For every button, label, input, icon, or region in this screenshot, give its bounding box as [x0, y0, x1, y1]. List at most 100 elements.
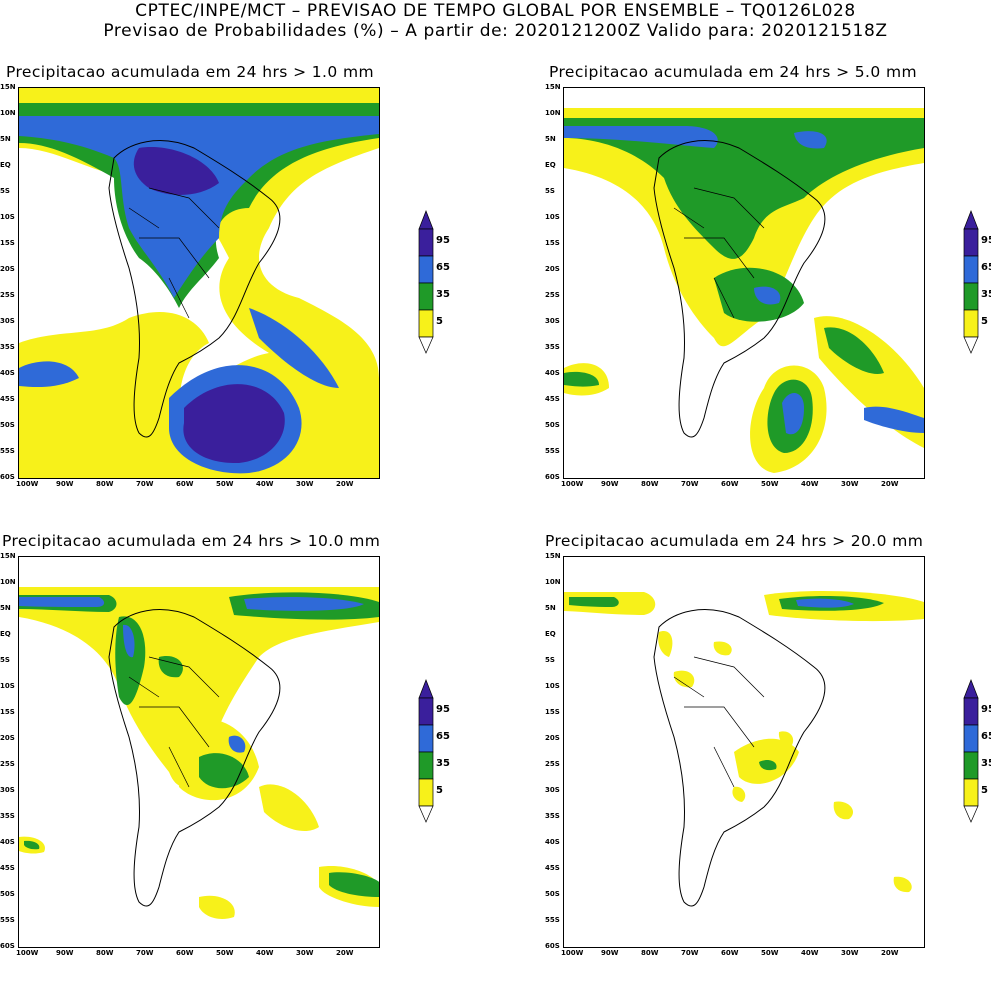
prob-band-35: [564, 118, 924, 259]
lon-label: 50W: [216, 949, 234, 957]
lon-label: 100W: [16, 949, 39, 957]
color-legend: 95 65 35 5: [963, 209, 991, 359]
legend-label: 95: [436, 704, 450, 715]
lon-label: 30W: [296, 480, 314, 488]
lat-label: 45S: [545, 395, 560, 403]
lat-label: 15N: [545, 83, 561, 91]
lon-label: 90W: [56, 480, 74, 488]
coastline: [108, 609, 281, 907]
lat-label: 10N: [545, 578, 561, 586]
lat-label: 5N: [0, 604, 11, 612]
probability-map: [19, 587, 379, 919]
border-lines: [128, 656, 220, 788]
legend-label: 35: [436, 758, 450, 769]
prob-band-35: [759, 759, 777, 771]
lat-label: 35S: [0, 812, 15, 820]
lat-label: 5N: [545, 604, 556, 612]
lon-label: 30W: [841, 949, 859, 957]
map-area: [18, 556, 380, 948]
lat-label: 20S: [0, 265, 15, 273]
legend-label: 65: [981, 731, 991, 742]
prob-band-95: [133, 147, 219, 195]
legend-label: 65: [436, 731, 450, 742]
lat-label: 25S: [545, 760, 560, 768]
border-lines: [673, 656, 765, 788]
lon-label: 40W: [801, 949, 819, 957]
lat-label: 50S: [545, 421, 560, 429]
lon-label: 80W: [641, 480, 659, 488]
lat-label: 55S: [545, 447, 560, 455]
border-lines: [128, 187, 220, 319]
legend-label: 5: [981, 316, 988, 327]
prob-band-5: [658, 631, 673, 657]
legend-label: 65: [981, 262, 991, 273]
prob-band-5: [259, 784, 319, 832]
panel-2: Precipitacao acumulada em 24 hrs > 5.0 m…: [545, 63, 991, 533]
legend-label: 95: [436, 235, 450, 246]
legend-label: 95: [981, 235, 991, 246]
legend-label: 35: [436, 289, 450, 300]
lat-label: 25S: [0, 291, 15, 299]
header-line-1: CPTEC/INPE/MCT – PREVISAO DE TEMPO GLOBA…: [135, 1, 856, 21]
legend-label: 5: [436, 316, 443, 327]
lat-label: 10S: [545, 682, 560, 690]
lon-label: 20W: [881, 949, 899, 957]
prob-band-65: [754, 286, 781, 305]
lon-label: 80W: [96, 949, 114, 957]
lat-label: 55S: [545, 916, 560, 924]
lon-label: 100W: [561, 480, 584, 488]
panel-title: Precipitacao acumulada em 24 hrs > 5.0 m…: [549, 63, 917, 81]
lat-label: 20S: [545, 265, 560, 273]
prob-band-35: [158, 656, 183, 678]
legend-label: 5: [981, 785, 988, 796]
lat-label: 20S: [0, 734, 15, 742]
legend-label: 35: [981, 758, 991, 769]
lat-label: 10S: [0, 213, 15, 221]
lat-label: 45S: [0, 395, 15, 403]
prob-band-65: [794, 131, 827, 149]
probability-map: [564, 591, 924, 907]
lat-label: 25S: [0, 760, 15, 768]
lat-label: 60S: [545, 942, 560, 950]
lat-label: 10N: [0, 578, 16, 586]
map-area: [563, 87, 925, 479]
prob-band-65: [19, 597, 105, 607]
lon-label: 40W: [256, 949, 274, 957]
prob-band-35: [329, 872, 379, 897]
lat-label: 15S: [0, 708, 15, 716]
map-area: [563, 556, 925, 948]
lat-label: 15S: [545, 239, 560, 247]
lat-label: 50S: [0, 890, 15, 898]
lat-label: EQ: [545, 161, 556, 169]
panel-title: Precipitacao acumulada em 24 hrs > 1.0 m…: [6, 63, 374, 81]
prob-band-65: [782, 392, 804, 435]
lon-label: 20W: [336, 480, 354, 488]
lat-label: EQ: [0, 161, 11, 169]
prob-band-95: [183, 384, 285, 464]
lat-label: 25S: [545, 291, 560, 299]
lon-label: 70W: [136, 480, 154, 488]
lon-label: 100W: [16, 480, 39, 488]
lat-label: 10N: [545, 109, 561, 117]
lat-label: 15N: [0, 83, 16, 91]
lat-label: 5S: [0, 187, 10, 195]
color-legend: 95 65 35 5: [963, 678, 991, 828]
legend-label: 35: [981, 289, 991, 300]
coastline: [653, 609, 826, 907]
lon-label: 60W: [721, 949, 739, 957]
lat-label: 15N: [545, 552, 561, 560]
lon-label: 90W: [56, 949, 74, 957]
prob-band-65: [19, 116, 379, 298]
lat-label: 35S: [0, 343, 15, 351]
panel-title: Precipitacao acumulada em 24 hrs > 10.0 …: [2, 532, 381, 550]
lon-label: 60W: [176, 480, 194, 488]
lat-label: 30S: [0, 786, 15, 794]
color-legend: 95 65 35 5: [418, 678, 468, 828]
lat-label: 60S: [0, 473, 15, 481]
lat-label: 10S: [0, 682, 15, 690]
legend-bar: [418, 679, 434, 823]
panel-1: Precipitacao acumulada em 24 hrs > 1.0 m…: [0, 63, 460, 533]
legend-bar: [963, 210, 979, 354]
prob-band-5: [713, 641, 732, 656]
panel-3: Precipitacao acumulada em 24 hrs > 10.0 …: [0, 532, 460, 1002]
